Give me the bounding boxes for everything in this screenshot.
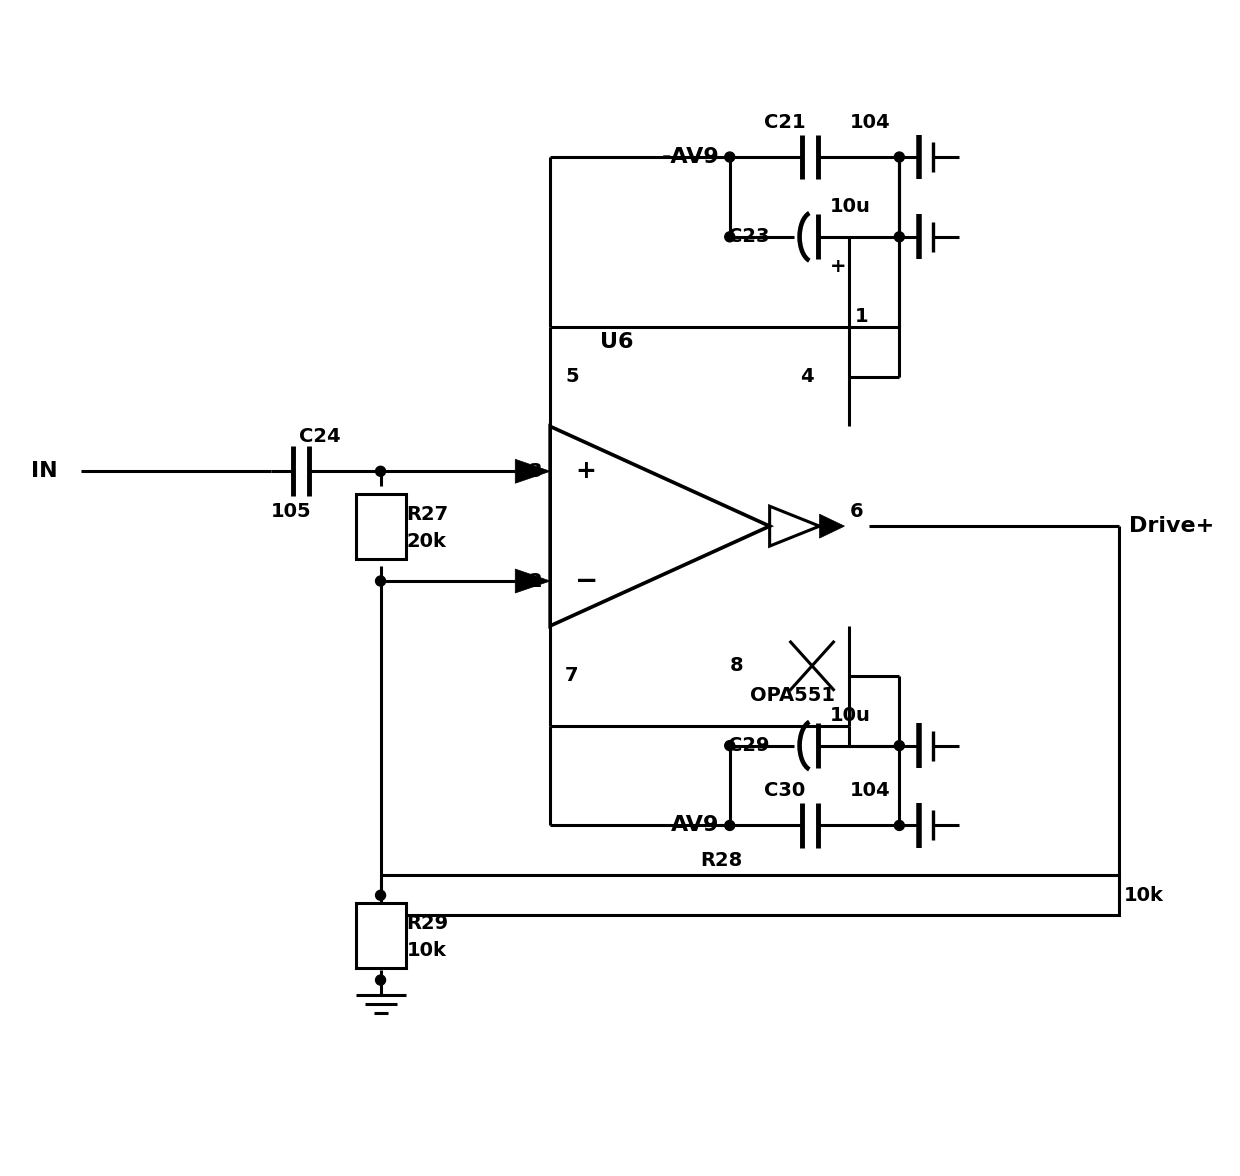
Text: 20k: 20k [407,532,446,550]
Polygon shape [516,569,551,593]
Polygon shape [820,514,844,539]
Text: R28: R28 [699,851,742,870]
Text: 10u: 10u [830,707,870,726]
Circle shape [376,975,386,985]
Text: 7: 7 [565,667,579,686]
Text: IN: IN [31,461,58,481]
Circle shape [724,821,735,830]
Circle shape [376,467,386,476]
Text: C24: C24 [299,427,341,446]
Polygon shape [516,460,551,483]
Circle shape [724,232,735,242]
Text: 10u: 10u [830,198,870,216]
Text: 6: 6 [849,502,863,521]
Text: 104: 104 [849,781,890,800]
Text: -AV9: -AV9 [662,147,719,167]
Circle shape [724,741,735,750]
Text: +: + [830,258,846,276]
Bar [356,903,405,968]
Text: U6: U6 [600,332,634,352]
Bar [356,494,405,559]
Text: C21: C21 [764,113,806,132]
Circle shape [894,232,904,242]
Text: 1: 1 [854,307,868,326]
Text: 105: 105 [270,502,311,521]
Text: Drive+: Drive+ [1128,516,1214,536]
Text: 4: 4 [800,367,813,386]
Bar [381,875,1118,915]
Text: 5: 5 [565,367,579,386]
Text: C30: C30 [764,781,805,800]
Text: −: − [575,567,599,595]
Text: +: + [575,460,596,483]
Circle shape [376,890,386,901]
Text: 8: 8 [730,656,743,675]
Text: 10k: 10k [407,941,446,960]
Circle shape [724,152,735,162]
Text: 104: 104 [849,113,890,132]
Text: 2: 2 [528,572,542,590]
Text: C29: C29 [728,736,770,755]
Text: AV9: AV9 [671,815,719,835]
Text: OPA551: OPA551 [750,687,835,706]
Text: C23: C23 [728,227,770,246]
Circle shape [894,741,904,750]
Circle shape [894,152,904,162]
Circle shape [894,821,904,830]
Text: R29: R29 [407,914,449,933]
Circle shape [376,576,386,586]
Text: R27: R27 [407,505,449,523]
Text: 3: 3 [528,462,542,481]
Text: 10k: 10k [1123,886,1163,904]
